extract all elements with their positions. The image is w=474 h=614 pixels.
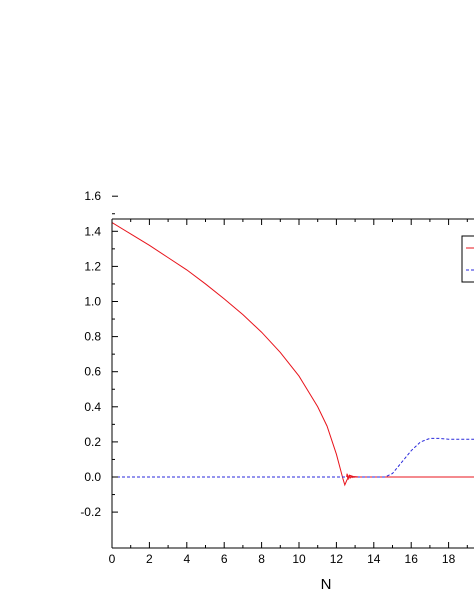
legend bbox=[461, 235, 474, 283]
y-tick-label: 1.6 bbox=[84, 189, 101, 203]
x-tick-label: 0 bbox=[109, 552, 116, 566]
x-tick-label: 10 bbox=[292, 552, 306, 566]
x-tick-label: 2 bbox=[146, 552, 153, 566]
x-tick-label: 16 bbox=[405, 552, 419, 566]
y-tick-label: 1.2 bbox=[84, 259, 101, 273]
y-tick-label: 1.4 bbox=[84, 224, 101, 238]
series-layer bbox=[112, 222, 474, 487]
y-tick-label: 0.0 bbox=[84, 470, 101, 484]
x-tick-label: 18 bbox=[442, 552, 456, 566]
x-tick-label: 6 bbox=[221, 552, 228, 566]
legend-box bbox=[461, 235, 474, 283]
x-tick-label: 14 bbox=[367, 552, 381, 566]
y-tick-label: 0.8 bbox=[84, 330, 101, 344]
series-line-1-oscillation bbox=[346, 473, 358, 480]
y-tick-label: 0.2 bbox=[84, 435, 101, 449]
x-tick-label: 8 bbox=[258, 552, 265, 566]
x-axis-label: N bbox=[321, 576, 332, 593]
y-tick-label: -0.2 bbox=[80, 505, 101, 519]
y-tick-label: 0.4 bbox=[84, 400, 101, 414]
series-line-1 bbox=[112, 222, 474, 487]
series-line-2 bbox=[112, 437, 474, 478]
x-tick-label: 12 bbox=[330, 552, 344, 566]
axes: 0 2 4 6 8 10 12 14 16 18 -0.2 0.0 0.2 0.4 0.6 0.8 1.0 1.2… bbox=[80, 189, 474, 566]
x-tick-label: 4 bbox=[183, 552, 190, 566]
y-tick-label: 0.6 bbox=[84, 365, 101, 379]
y-tick-label: 1.0 bbox=[84, 295, 101, 309]
